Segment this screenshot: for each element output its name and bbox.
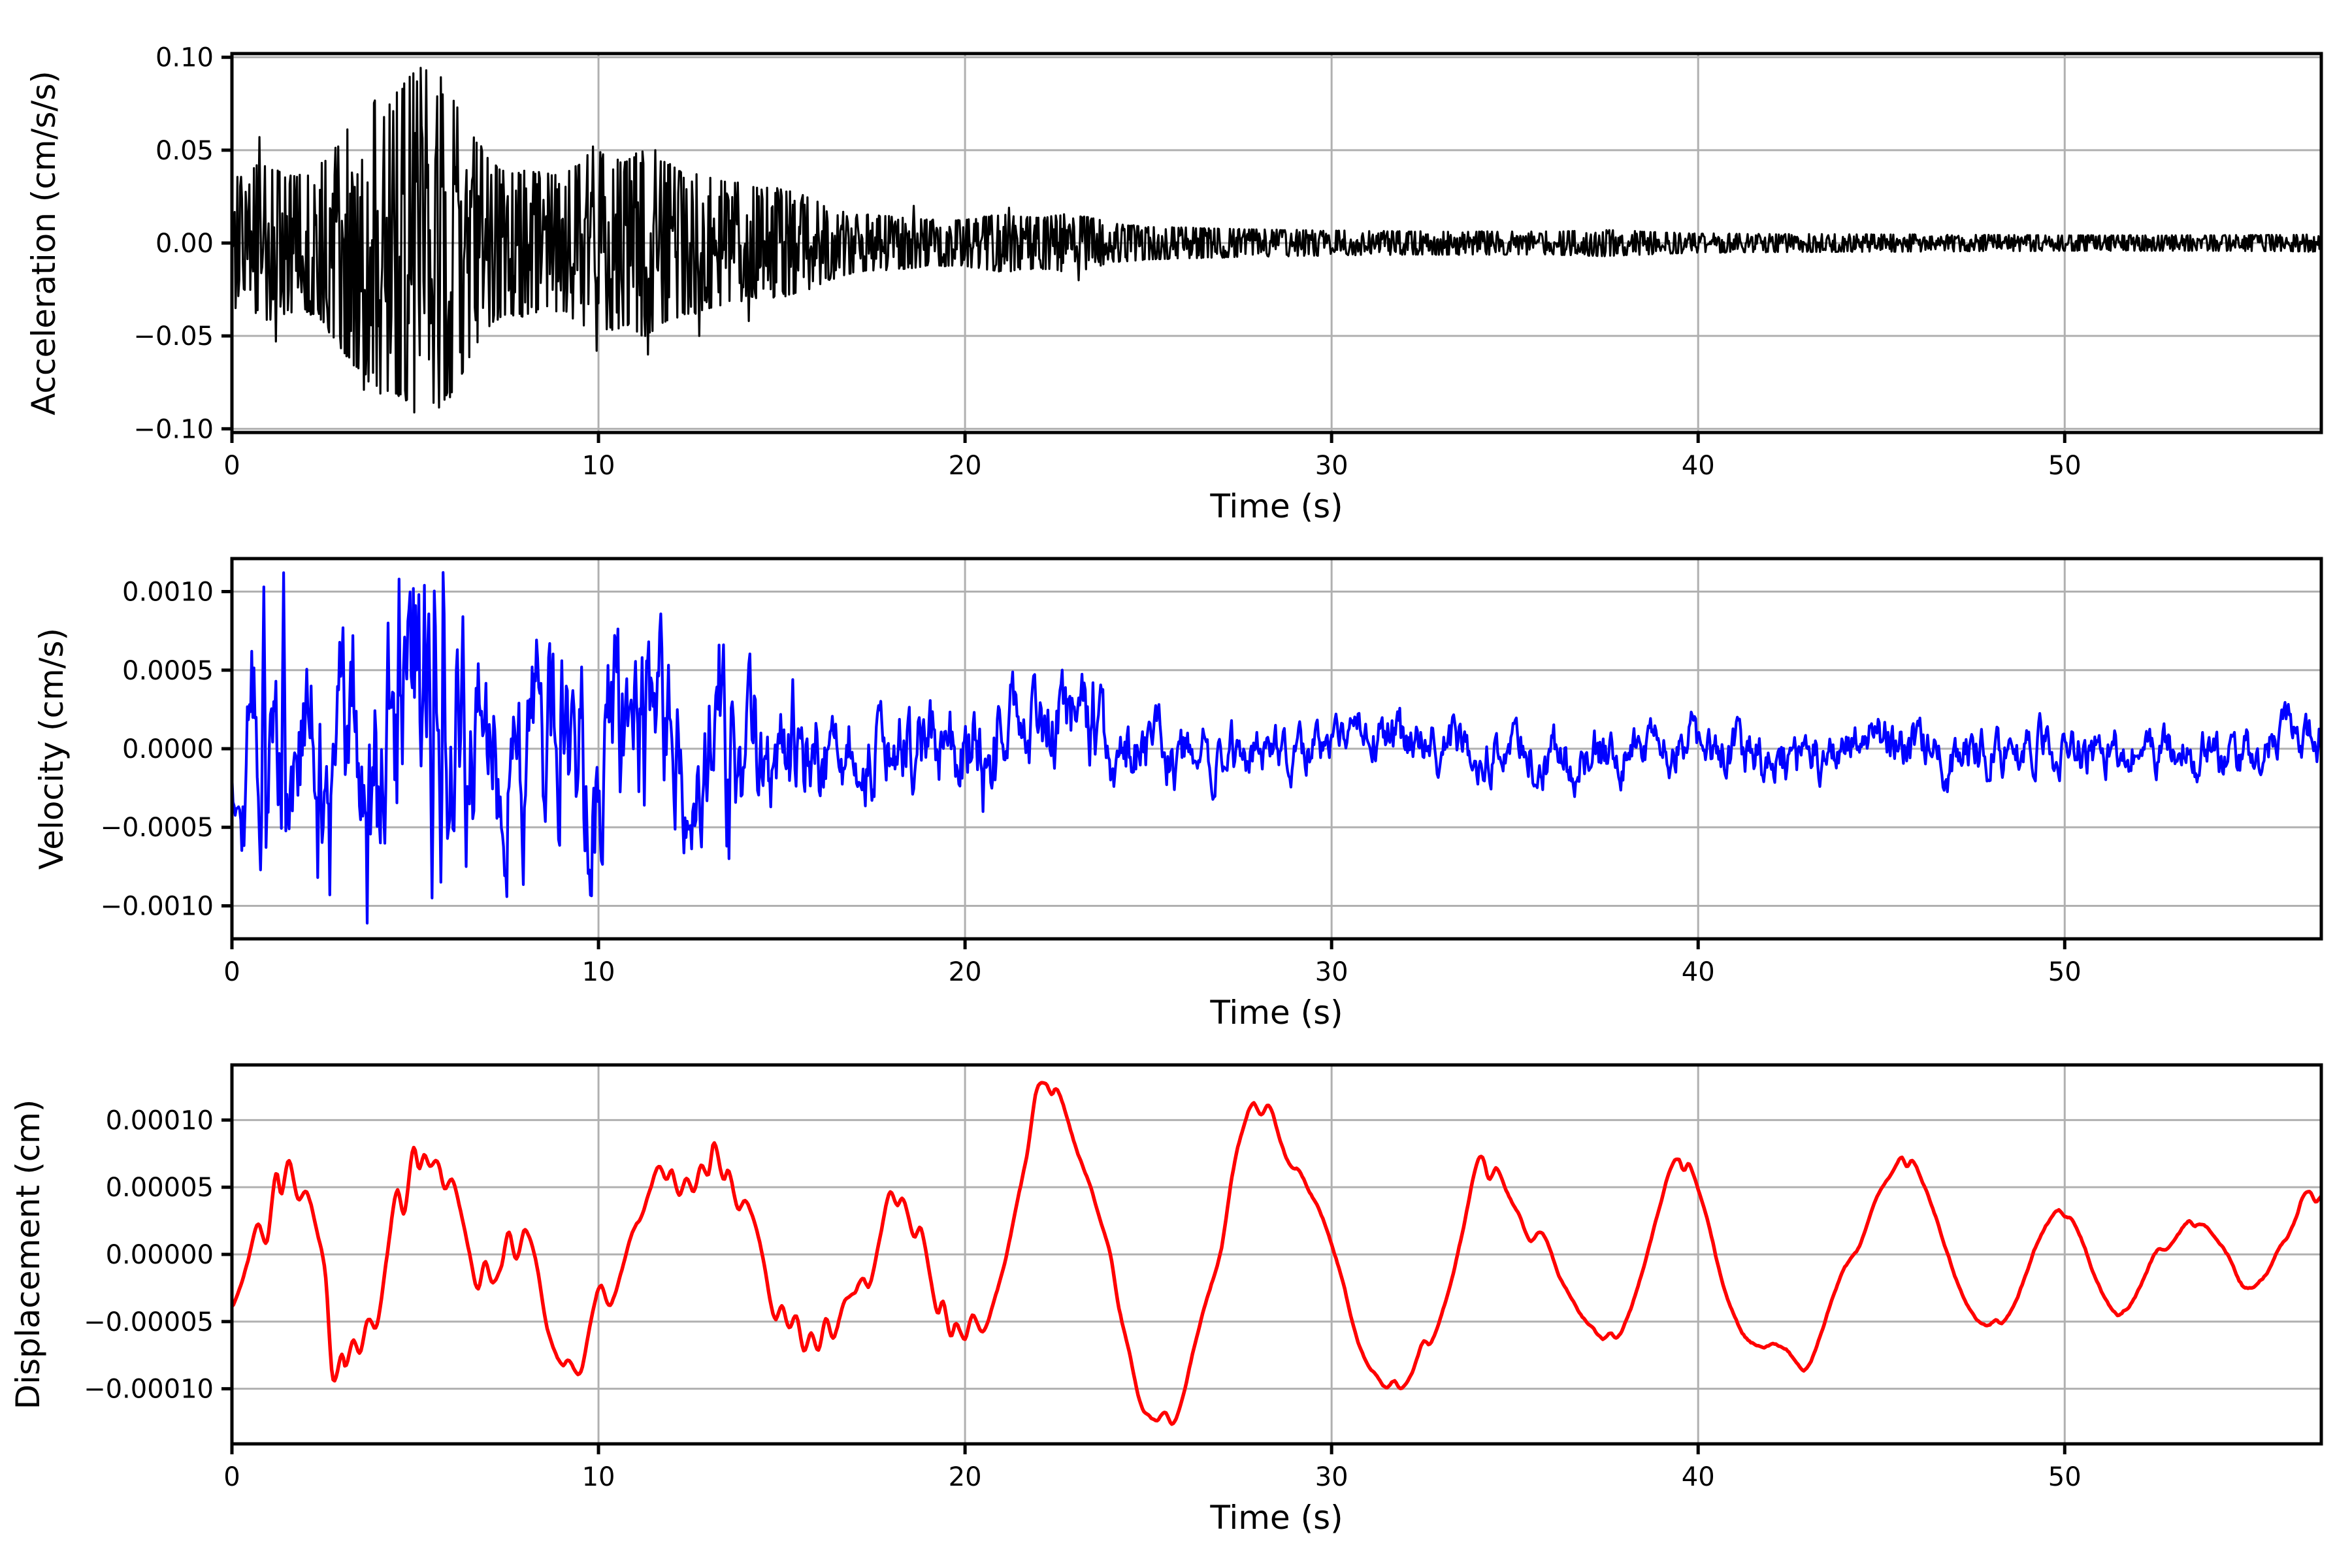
y-tick-label: 0.00 <box>155 229 214 259</box>
x-tick-label: 10 <box>582 451 615 481</box>
y-tick-label: −0.00010 <box>84 1375 214 1405</box>
velocity-xaxis-label: Time (s) <box>1209 994 1343 1032</box>
displacement-waveform-line <box>232 1081 2321 1426</box>
y-tick-label: 0.05 <box>155 136 214 166</box>
x-tick-label: 20 <box>949 957 982 987</box>
y-tick-label: −0.0010 <box>101 891 214 921</box>
velocity-subplot: 0 10 20 30 40 50 0.0010 0.0005 0.0000 −0.0005 −0.0… <box>33 557 2323 1032</box>
x-tick-label: 20 <box>949 1462 982 1492</box>
x-tick-label: 40 <box>1682 451 1715 481</box>
y-tick-label: −0.10 <box>133 414 214 444</box>
y-tick-label: −0.00005 <box>84 1307 214 1337</box>
velocity-yaxis-label: Velocity (cm/s) <box>33 628 71 870</box>
acceleration-waveform-line <box>232 67 2321 414</box>
y-tick-label: −0.0005 <box>101 813 214 843</box>
x-tick-label: 50 <box>2048 957 2082 987</box>
y-tick-label: 0.0010 <box>122 578 214 608</box>
acceleration-xaxis-label: Time (s) <box>1209 487 1343 525</box>
acceleration-subplot: 0 10 20 30 40 50 0.10 0.05 0.00 −0.05 −0.10 Time (s… <box>25 43 2323 525</box>
y-tick-label: 0.0005 <box>122 656 214 686</box>
x-tick-label: 50 <box>2048 1462 2082 1492</box>
x-tick-label: 10 <box>582 957 615 987</box>
x-tick-label: 30 <box>1315 451 1348 481</box>
x-tick-label: 10 <box>582 1462 615 1492</box>
velocity-waveform-line <box>232 571 2321 925</box>
acceleration-yaxis-label: Acceleration (cm/s/s) <box>25 71 63 416</box>
x-tick-label: 50 <box>2048 451 2082 481</box>
x-tick-label: 0 <box>223 1462 240 1492</box>
displacement-yaxis-label: Displacement (cm) <box>9 1100 47 1410</box>
displacement-subplot: 0 10 20 30 40 50 0.00010 0.00005 0.00000 −0.00005… <box>9 1063 2323 1537</box>
x-tick-label: 40 <box>1682 957 1715 987</box>
x-tick-label: 0 <box>223 451 240 481</box>
x-tick-label: 40 <box>1682 1462 1715 1492</box>
x-tick-label: 0 <box>223 957 240 987</box>
y-tick-label: 0.00005 <box>106 1173 214 1203</box>
x-tick-label: 20 <box>949 451 982 481</box>
x-tick-label: 30 <box>1315 1462 1348 1492</box>
y-tick-label: 0.10 <box>155 43 214 73</box>
y-tick-label: 0.00010 <box>106 1105 214 1135</box>
y-tick-label: 0.00000 <box>106 1240 214 1270</box>
y-tick-label: 0.0000 <box>122 734 214 764</box>
x-tick-label: 30 <box>1315 957 1348 987</box>
y-tick-label: −0.05 <box>133 321 214 351</box>
displacement-xaxis-label: Time (s) <box>1209 1499 1343 1537</box>
